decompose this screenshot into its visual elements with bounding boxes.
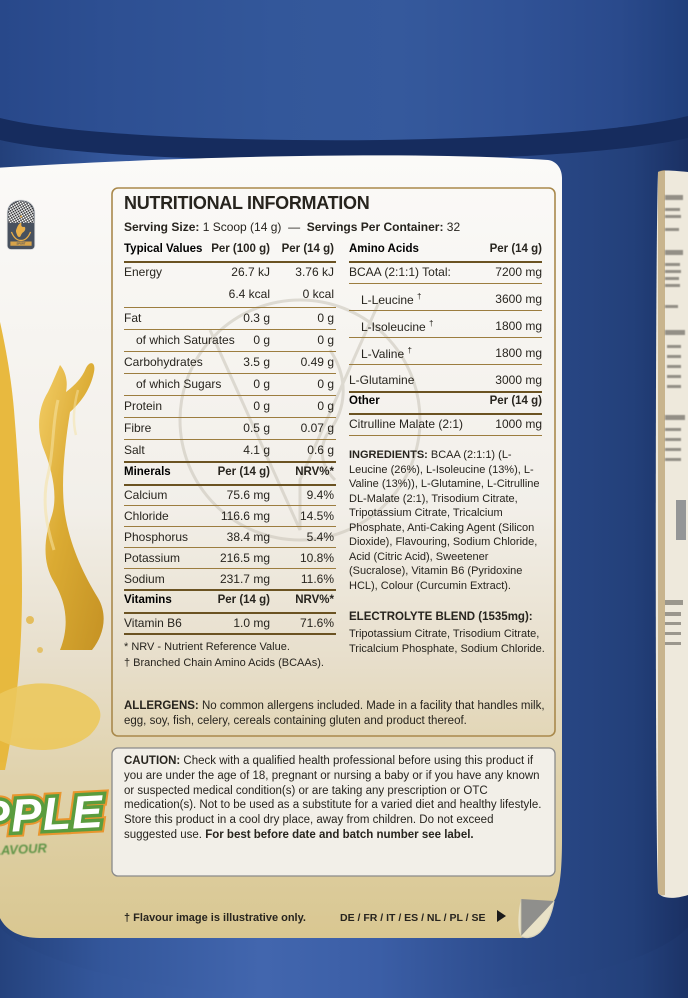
svg-text:SPORT: SPORT <box>16 242 25 246</box>
